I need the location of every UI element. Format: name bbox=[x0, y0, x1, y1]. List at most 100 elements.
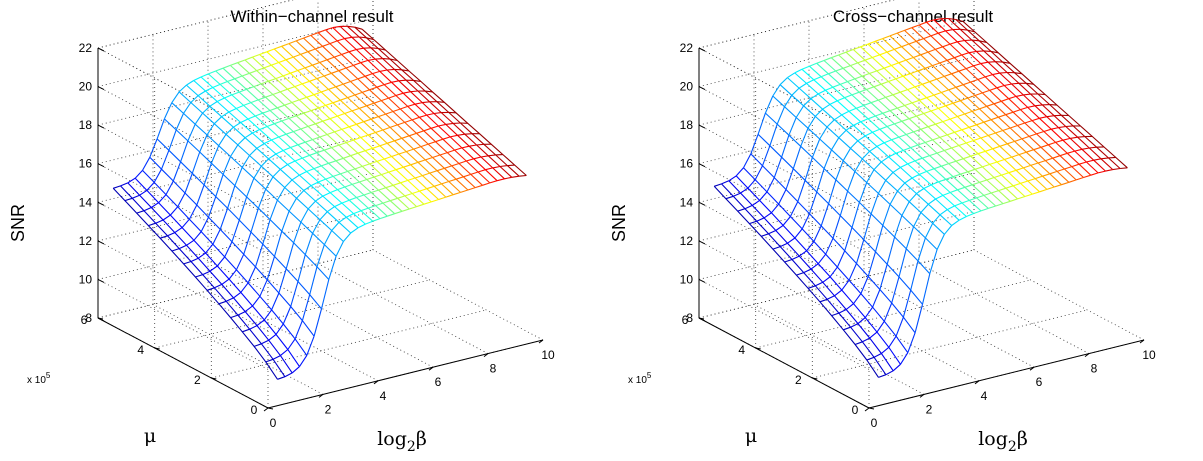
mesh-line-y bbox=[926, 168, 935, 172]
mesh-line-y bbox=[794, 68, 803, 74]
mesh-line-y bbox=[318, 104, 326, 109]
mesh-line-y bbox=[785, 168, 794, 190]
mesh-line-y bbox=[1010, 198, 1018, 202]
mesh-line-y bbox=[398, 151, 407, 155]
mesh-line-y bbox=[366, 102, 375, 107]
mesh-line-y bbox=[234, 167, 243, 186]
mesh-line-y bbox=[331, 144, 340, 149]
mesh-line-y bbox=[263, 309, 273, 321]
mesh-line-y bbox=[316, 149, 325, 154]
mesh-line-y bbox=[841, 279, 850, 291]
mesh-line-y bbox=[929, 78, 937, 83]
mesh-line-y bbox=[1077, 136, 1085, 138]
grid-line bbox=[918, 263, 1090, 354]
mesh-line-y bbox=[926, 19, 934, 23]
mesh-line-y bbox=[837, 97, 845, 102]
mesh-line-y bbox=[275, 75, 284, 80]
mesh-line-y bbox=[974, 166, 983, 170]
mesh-line-y bbox=[143, 206, 152, 212]
mesh-line-y bbox=[382, 126, 391, 131]
mesh-line-y bbox=[401, 69, 410, 72]
mesh-line-y bbox=[850, 323, 859, 328]
mesh-line-y bbox=[260, 80, 269, 85]
mesh-line-y bbox=[312, 219, 321, 234]
mesh-line-y bbox=[253, 343, 262, 347]
mesh-line-y bbox=[829, 266, 838, 278]
y-tick-label: 4 bbox=[738, 343, 745, 357]
mesh-line-y bbox=[775, 224, 784, 231]
mesh-line-y bbox=[265, 358, 274, 363]
mesh-line-y bbox=[889, 107, 898, 112]
mesh-line-y bbox=[990, 116, 999, 121]
mesh-line-y bbox=[954, 129, 962, 133]
mesh-line-y bbox=[948, 17, 956, 21]
mesh-line-y bbox=[309, 266, 318, 295]
mesh-line-y bbox=[379, 69, 388, 72]
mesh-line-y bbox=[345, 64, 354, 69]
mesh-line-y bbox=[929, 249, 938, 274]
mesh-line-y bbox=[876, 67, 885, 72]
mesh-line-y bbox=[335, 241, 344, 257]
mesh-line-y bbox=[312, 61, 320, 66]
mesh-line-y bbox=[872, 128, 881, 133]
mesh-line-y bbox=[851, 91, 860, 96]
mesh-line-y bbox=[894, 46, 902, 50]
mesh-line-y bbox=[307, 48, 316, 53]
mesh-line-y bbox=[249, 325, 258, 330]
mesh-line-y bbox=[965, 65, 974, 70]
mesh-line-y bbox=[902, 289, 912, 318]
mesh-line-y bbox=[910, 260, 919, 291]
mesh-line-y bbox=[342, 232, 352, 242]
mesh-line-y bbox=[825, 86, 834, 91]
mesh-line-y bbox=[431, 198, 439, 203]
mesh-line-y bbox=[1067, 150, 1075, 154]
mesh-line-y bbox=[504, 176, 512, 180]
mesh-line-y bbox=[350, 78, 358, 83]
mesh-line-y bbox=[1049, 170, 1058, 175]
mesh-line-y bbox=[787, 72, 795, 79]
mesh-line-y bbox=[401, 208, 410, 212]
mesh-line-y bbox=[331, 221, 340, 231]
z-tick-label: 14 bbox=[680, 195, 694, 209]
mesh-line-y bbox=[822, 103, 831, 110]
z-tick-mark bbox=[97, 124, 105, 129]
mesh-line-y bbox=[158, 194, 167, 204]
mesh-line-y bbox=[1065, 125, 1074, 128]
mesh-line-y bbox=[1026, 82, 1034, 85]
mesh-line-y bbox=[776, 106, 786, 125]
mesh-line-y bbox=[206, 287, 215, 291]
grid-line bbox=[97, 56, 374, 126]
mesh-line-y bbox=[886, 123, 895, 128]
mesh-line-y bbox=[334, 202, 343, 208]
grid-line bbox=[211, 309, 487, 379]
mesh-line-y bbox=[209, 101, 218, 107]
mesh-line-y bbox=[304, 233, 314, 255]
mesh-line-y bbox=[372, 145, 381, 149]
mesh-line-y bbox=[728, 175, 737, 182]
mesh-line-y bbox=[394, 210, 403, 215]
mesh-line-y bbox=[1071, 163, 1080, 168]
mesh-line-y bbox=[353, 210, 362, 215]
mesh-line-y bbox=[944, 147, 952, 152]
y-tick-label: 6 bbox=[81, 313, 88, 327]
mesh-line-y bbox=[903, 147, 911, 151]
z-tick-mark bbox=[97, 240, 105, 245]
mesh-line-y bbox=[848, 107, 857, 112]
mesh-line-y bbox=[954, 202, 963, 207]
mesh-line-y bbox=[296, 37, 304, 42]
mesh-line-y bbox=[835, 67, 844, 72]
mesh-line-y bbox=[917, 237, 926, 262]
mesh-line-y bbox=[439, 152, 448, 156]
mesh-line-y bbox=[904, 102, 913, 107]
mesh-line-y bbox=[215, 174, 224, 197]
mesh-line-y bbox=[350, 152, 359, 157]
mesh-line-y bbox=[313, 91, 322, 96]
mesh-line-y bbox=[942, 191, 951, 196]
mesh-line-y bbox=[864, 56, 873, 61]
mesh-line-y bbox=[272, 91, 281, 96]
mesh-line-y bbox=[1017, 122, 1025, 127]
mesh-line-y bbox=[325, 27, 333, 31]
x-tick-mark bbox=[428, 366, 434, 371]
mesh-line-y bbox=[988, 132, 996, 137]
mesh-line-y bbox=[233, 122, 241, 128]
